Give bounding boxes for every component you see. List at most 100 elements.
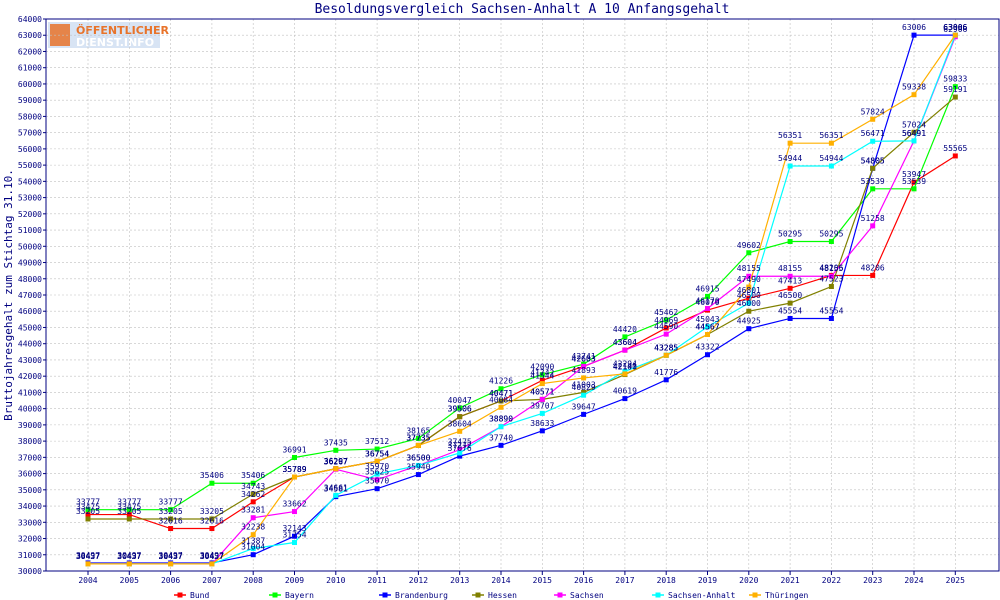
data-label-th-ringen: 57824	[861, 107, 885, 116]
data-point-bayern	[787, 239, 793, 245]
legend: Bund Bayern Brandenburg Hessen Sachsen Sachse…	[174, 591, 809, 600]
data-label-sachsen: 46170	[695, 296, 719, 305]
x-tick-label: 2009	[285, 576, 304, 585]
y-tick-label: 36000	[18, 470, 42, 479]
data-label-sachsen: 33281	[241, 506, 265, 515]
data-label-hessen: 40571	[530, 387, 554, 396]
data-label-bayern: 42090	[530, 363, 554, 372]
data-label-brandenburg: 44925	[737, 317, 761, 326]
data-label-bayern: 41226	[489, 377, 513, 386]
data-label-sachsen-anhalt: 31387	[241, 536, 265, 545]
data-point-sachsen-anhalt	[333, 492, 339, 498]
y-tick-label: 53000	[18, 194, 42, 203]
x-tick-label: 2017	[615, 576, 634, 585]
data-label-sachsen: 51258	[861, 214, 885, 223]
data-label-bund: 32616	[200, 517, 224, 526]
y-tick-label: 45000	[18, 323, 42, 332]
data-label-sachsen: 30437	[200, 552, 224, 561]
x-tick-label: 2015	[533, 576, 552, 585]
data-point-brandenburg	[250, 552, 256, 558]
data-label-bayern: 35406	[241, 471, 265, 480]
data-label-th-ringen: 59338	[902, 83, 926, 92]
data-point-sachsen	[539, 396, 545, 402]
data-label-sachsen-anhalt: 30437	[159, 552, 183, 561]
data-label-hessen: 43285	[654, 343, 678, 352]
data-label-th-ringen: 47490	[737, 275, 761, 284]
data-point-sachsen	[870, 223, 876, 229]
grid	[46, 19, 999, 571]
data-point-sachsen-anhalt	[828, 163, 834, 169]
data-label-sachsen: 33662	[282, 500, 306, 509]
data-label-bayern: 45462	[654, 308, 678, 317]
legend-marker-brandenburg	[382, 592, 388, 598]
y-axis-title: Bruttojahresgehalt zum Stichtag 31.10.	[2, 169, 15, 421]
series-line-th-ringen	[88, 34, 956, 565]
data-label-hessen: 42100	[613, 363, 637, 372]
data-point-hessen	[828, 284, 834, 290]
data-point-sachsen-anhalt	[415, 462, 421, 468]
data-label-sachsen: 42603	[572, 354, 596, 363]
data-label-sachsen: 36500	[406, 453, 430, 462]
data-label-brandenburg: 43322	[695, 343, 719, 352]
data-label-brandenburg: 35070	[365, 477, 389, 486]
data-point-bayern	[374, 446, 380, 452]
data-label-th-ringen: 41893	[572, 366, 596, 375]
chart-title: Besoldungsvergleich Sachsen-Anhalt A 10 …	[315, 2, 730, 17]
x-tick-label: 2019	[698, 576, 717, 585]
data-point-sachsen	[292, 509, 297, 515]
data-label-sachsen-anhalt: 31754	[282, 531, 306, 540]
data-label-th-ringen: 30437	[76, 552, 100, 561]
series-line-bund	[88, 155, 956, 530]
data-label-bayern: 35406	[200, 471, 224, 480]
data-label-bund: 33475	[76, 503, 100, 512]
y-tick-label: 60000	[18, 80, 42, 89]
data-label-bayern: 53539	[902, 177, 926, 186]
data-label-sachsen: 44590	[654, 322, 678, 331]
data-point-brandenburg	[828, 315, 834, 321]
data-label-sachsen-anhalt: 42294	[613, 359, 637, 368]
y-tick-label: 51000	[18, 226, 42, 235]
data-label-brandenburg: 39647	[572, 402, 596, 411]
y-tick-label: 58000	[18, 112, 42, 121]
data-label-sachsen-anhalt: 56471	[861, 129, 885, 138]
legend-label-bayern: Bayern	[285, 591, 314, 600]
data-point-bayern	[911, 186, 917, 192]
data-point-bund	[787, 285, 793, 291]
data-point-bayern	[209, 480, 215, 486]
data-label-hessen: 33205	[76, 507, 100, 516]
data-label-bund: 35789	[282, 465, 306, 474]
data-label-sachsen-anhalt: 46500	[737, 291, 761, 300]
series-line-bayern	[88, 86, 956, 511]
x-tick-label: 2006	[161, 576, 180, 585]
data-point-th-ringen	[168, 561, 174, 567]
data-label-hessen: 36297	[324, 457, 348, 466]
data-point-bayern	[828, 239, 834, 245]
data-point-sachsen-anhalt	[705, 324, 710, 330]
data-point-bund	[911, 179, 917, 185]
data-label-brandenburg: 30497	[200, 551, 224, 560]
data-label-bayern: 49602	[737, 241, 761, 250]
data-label-brandenburg: 45554	[819, 306, 843, 315]
data-point-hessen	[85, 516, 91, 522]
x-tick-label: 2016	[574, 576, 593, 585]
data-point-th-ringen	[126, 561, 132, 567]
data-label-bayern: 33777	[159, 498, 183, 507]
data-label-hessen: 57024	[902, 120, 926, 129]
data-point-hessen	[870, 165, 876, 171]
data-point-sachsen-anhalt	[911, 138, 917, 144]
data-point-th-ringen	[539, 381, 545, 387]
data-point-sachsen-anhalt	[374, 471, 380, 477]
y-tick-label: 61000	[18, 64, 42, 73]
data-label-brandenburg: 30497	[117, 551, 141, 560]
data-point-brandenburg	[787, 315, 793, 321]
data-label-sachsen: 56491	[902, 129, 926, 138]
data-point-bayern	[333, 447, 339, 453]
data-label-bund: 43604	[613, 338, 637, 347]
data-point-sachsen-anhalt	[457, 450, 463, 456]
data-label-brandenburg: 45554	[778, 306, 802, 315]
legend-label-brandenburg: Brandenburg	[395, 591, 448, 600]
data-label-th-ringen: 32238	[241, 523, 265, 532]
data-label-bund: 47413	[778, 276, 802, 285]
data-point-th-ringen	[705, 332, 710, 338]
data-label-hessen: 36754	[365, 449, 389, 458]
